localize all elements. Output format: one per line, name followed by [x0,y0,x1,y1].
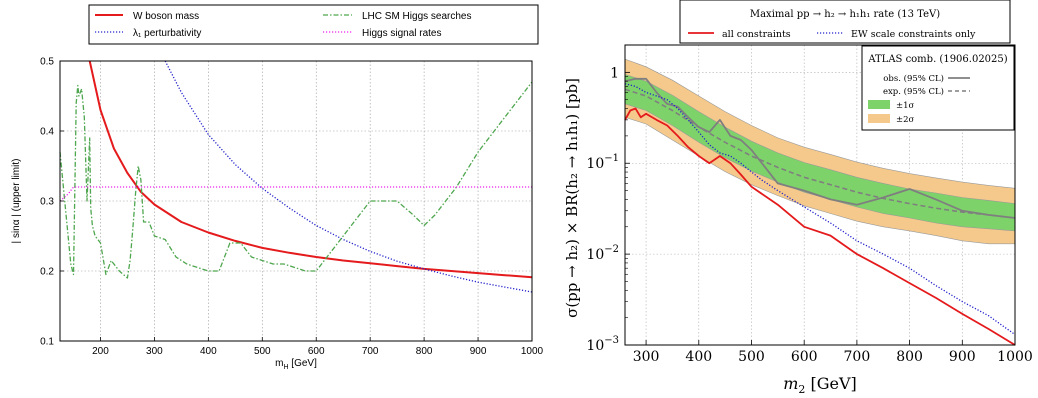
right-inset-swatch-1sigma [868,100,890,109]
left-legend-frame [88,4,539,45]
right-x-axis-unit: [GeV] [805,374,856,393]
left-y-tick-label: 0.2 [40,267,54,278]
left-series-w-boson-mass [88,60,533,279]
right-inset-label-1sigma: ±1σ [896,101,915,111]
left-tick-labels: 200 300 400 500 600 700 800 900 1000 0.1 0.2 0.3 0.4… [40,57,543,358]
right-y-tick-base: 10 [586,247,604,263]
left-x-tick-label: 800 [416,346,433,357]
right-y-axis-title: σ(pp → h₂) × BR(h₂ → h₁h₁) [pb] [563,78,581,318]
right-y-tick-exponent: −3 [604,335,619,346]
right-y-tick-label: 1 [610,65,619,81]
right-x-tick-label: 800 [896,349,923,365]
left-x-tick-label: 600 [308,346,325,357]
left-x-tick-label: 700 [362,346,379,357]
right-inset-swatch-2sigma [868,114,890,123]
right-x-axis-var: m [783,374,798,393]
right-inset-label-exp: exp. (95% CL) [883,86,944,97]
right-plot-frame [624,44,1016,346]
right-series-all-constraints [624,107,1016,346]
left-series-lhc-sm-higgs-searches [59,81,533,279]
right-inset-label-2sigma: ±2σ [896,115,915,125]
right-x-tick-label: 300 [633,349,660,365]
right-series-expected [624,88,1016,219]
left-x-tick-label: 900 [470,346,487,357]
right-chart-title: Maximal pp → h₂ → h₁h₁ rate (13 TeV) [750,9,940,20]
right-top-legend: Maximal pp → h₂ → h₁h₁ rate (13 TeV) all… [679,0,1011,44]
right-legend-label-1: EW scale constraints only [851,29,976,40]
right-inset-legend: ATLAS comb. (1906.02025) obs. (95% CL) e… [861,45,1015,131]
right-x-tick-label: 400 [685,349,712,365]
left-legend-label-2: LHC SM Higgs searches [362,11,471,22]
right-y-tick-label: 10−3 [586,335,619,354]
left-legend-label-1: λ₁ perturbativity [133,28,201,39]
left-panel: W boson mass λ₁ perturbativity LHC SM Hi… [11,4,544,371]
left-legend: W boson mass λ₁ perturbativity LHC SM Hi… [88,4,539,45]
left-x-axis-title: mH [GeV] [275,358,317,371]
left-legend-label-0: W boson mass [133,11,199,22]
left-x-axis-unit: [GeV] [289,358,318,369]
right-series-observed [624,77,1016,219]
right-top-legend-frame [679,0,1011,44]
left-y-tick-label: 0.5 [40,57,54,68]
right-y-tick-base: 1 [610,65,619,81]
right-y-tick-exponent: −2 [604,244,619,255]
left-y-tick-label: 0.1 [40,337,54,348]
right-x-axis-subscript: 2 [798,383,805,396]
right-x-tick-label: 500 [738,349,765,365]
left-x-axis-subscript: H [283,364,288,371]
right-x-tick-label: 900 [949,349,976,365]
right-y-tick-label: 10−2 [586,244,619,263]
right-y-tick-base: 10 [586,156,604,172]
right-panel: Maximal pp → h₂ → h₁h₁ rate (13 TeV) all… [563,0,1033,396]
left-series-higgs-signal-rates [59,186,532,202]
left-x-tick-label: 400 [200,346,217,357]
right-y-tick-exponent: −1 [604,153,619,164]
left-gridlines [60,60,533,342]
right-x-tick-label: 1000 [997,349,1033,365]
right-y-tick-label: 10−1 [586,153,619,172]
left-y-tick-label: 0.3 [40,197,54,208]
right-series-ew-scale-only [624,83,1016,336]
left-legend-label-3: Higgs signal rates [362,28,441,39]
right-x-tick-label: 600 [791,349,818,365]
left-x-axis-var: m [275,358,283,369]
right-series-layer [624,77,1016,346]
left-y-axis-title: | sinα | (upper limit) [11,159,22,244]
right-y-tick-base: 10 [586,338,604,354]
right-x-tick-label: 700 [844,349,871,365]
left-y-tick-label: 0.4 [40,127,54,138]
right-inset-legend-title: ATLAS comb. (1906.02025) [867,54,1007,65]
right-legend-label-0: all constraints [722,29,791,40]
left-x-tick-label: 300 [146,346,163,357]
left-x-tick-label: 500 [254,346,271,357]
left-x-tick-label: 1000 [521,346,544,357]
left-series-lambda1-perturbativity [164,60,533,293]
right-x-axis-title: m2 [GeV] [783,374,857,396]
right-inset-label-obs: obs. (95% CL) [883,73,944,84]
left-series-layer [59,60,533,293]
left-x-tick-label: 200 [92,346,109,357]
